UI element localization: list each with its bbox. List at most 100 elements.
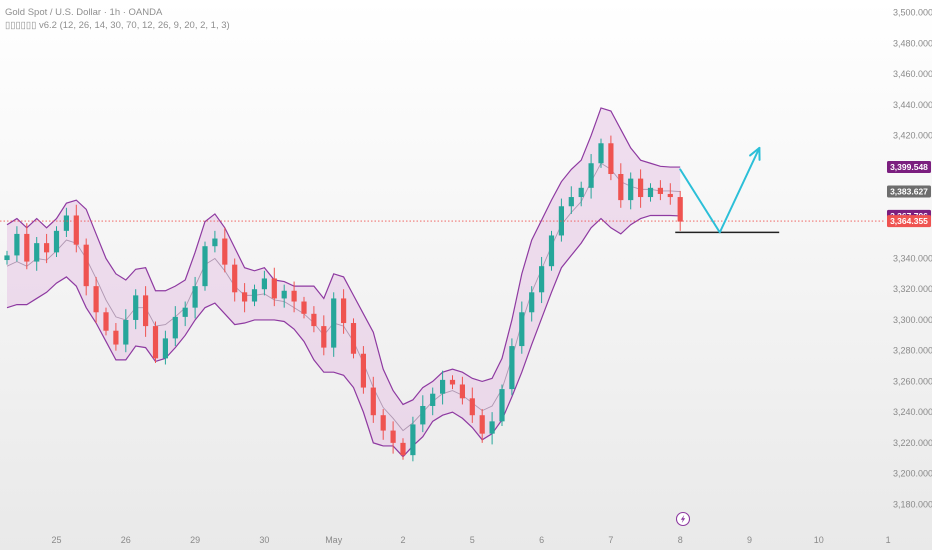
candle-body	[44, 243, 50, 253]
candle-body	[63, 215, 69, 231]
candle-body	[509, 346, 515, 390]
price-badge: 3,383.627	[887, 185, 931, 198]
candle-body	[232, 264, 238, 293]
y-tick-label: 3,440.000	[893, 100, 932, 110]
y-tick-label: 3,420.000	[893, 131, 932, 141]
candle	[321, 315, 327, 356]
indicator-legend[interactable]: ▯▯▯▯▯▯ v6.2 (12, 26, 14, 30, 70, 12, 26,…	[5, 20, 230, 31]
candle-body	[499, 389, 505, 422]
candle-body	[162, 338, 168, 359]
candle-body	[152, 326, 159, 359]
price-badge: 3,399.548	[887, 161, 931, 174]
x-tick-label: 5	[470, 535, 475, 545]
price-badge: 3,364.355	[887, 215, 931, 228]
candle	[380, 409, 386, 440]
candle	[182, 301, 188, 327]
candle	[143, 286, 149, 337]
y-tick-label: 3,300.000	[893, 315, 932, 325]
candle-body	[400, 442, 406, 456]
x-tick-label: 29	[190, 535, 200, 545]
candle	[479, 409, 485, 443]
candle	[449, 375, 456, 390]
candle	[499, 384, 505, 426]
candle	[440, 370, 446, 405]
candle-body	[449, 379, 456, 385]
candle-body	[459, 384, 465, 399]
candle	[172, 306, 178, 347]
x-tick-label: 6	[539, 535, 544, 545]
candle	[291, 281, 297, 313]
price-badge-box	[887, 161, 931, 174]
candle-body	[34, 243, 40, 262]
candle-body	[578, 187, 584, 198]
candle	[34, 236, 40, 271]
candle	[162, 330, 168, 365]
chart-title: Gold Spot / U.S. Dollar · 1h · OANDA	[5, 7, 163, 18]
price-badge-label: 3,399.548	[890, 162, 928, 172]
y-tick-label: 3,280.000	[893, 346, 932, 356]
candle	[63, 207, 69, 237]
candle-body	[321, 326, 327, 348]
x-tick-label: 7	[608, 535, 613, 545]
candles-layer	[4, 135, 683, 462]
candle	[647, 183, 654, 202]
candle	[53, 226, 60, 257]
candle	[430, 387, 436, 416]
candle-body	[519, 312, 525, 347]
candle-body	[291, 290, 297, 302]
candle-body	[14, 233, 20, 256]
candle-body	[380, 415, 386, 431]
x-tick-label: 25	[51, 535, 61, 545]
candle	[459, 376, 465, 405]
y-tick-label: 3,480.000	[893, 38, 932, 48]
candle	[529, 286, 535, 322]
candle-body	[529, 292, 535, 313]
candle-body	[539, 266, 545, 293]
candle	[251, 284, 258, 307]
candle	[341, 289, 347, 334]
candle	[548, 230, 555, 271]
candle-body	[430, 393, 436, 406]
candle-body	[192, 286, 198, 308]
candle	[192, 276, 198, 319]
candle	[638, 169, 644, 208]
candle	[271, 267, 277, 307]
candle-body	[93, 286, 99, 313]
candle	[44, 233, 50, 264]
candle-body	[113, 330, 119, 345]
candle	[202, 241, 208, 291]
y-tick-label: 3,260.000	[893, 376, 932, 386]
x-tick-label: May	[325, 535, 343, 545]
time-axis[interactable]: 25 26 29 30 May 2 5 6 7 8 9 10 1	[51, 535, 890, 545]
candle	[4, 250, 10, 265]
candle	[420, 395, 426, 433]
candle-body	[370, 387, 376, 416]
candle	[301, 296, 307, 319]
price-axis[interactable]: 3,500.000 3,480.000 3,460.000 3,440.000 3,42…	[893, 8, 932, 510]
band-lower-line	[6, 214, 681, 458]
candle	[103, 307, 109, 336]
annotation-layer	[0, 146, 884, 234]
candle	[24, 223, 30, 270]
price-badge-box	[887, 215, 931, 228]
candle	[350, 318, 357, 359]
y-tick-label: 3,460.000	[893, 69, 932, 79]
candle-body	[212, 238, 218, 247]
x-tick-label: 8	[678, 535, 683, 545]
candle	[469, 387, 475, 423]
y-tick-label: 3,340.000	[893, 254, 932, 264]
y-tick-label: 3,320.000	[893, 284, 932, 294]
candle-body	[4, 255, 10, 261]
candle	[14, 226, 20, 262]
x-tick-label: 30	[259, 535, 269, 545]
x-tick-label: 2	[400, 535, 405, 545]
candle	[628, 172, 634, 210]
projection-arrowhead	[749, 146, 761, 161]
candle	[598, 138, 604, 168]
flash-icon[interactable]	[675, 511, 691, 527]
candle	[519, 301, 525, 354]
candle-body	[548, 235, 555, 267]
